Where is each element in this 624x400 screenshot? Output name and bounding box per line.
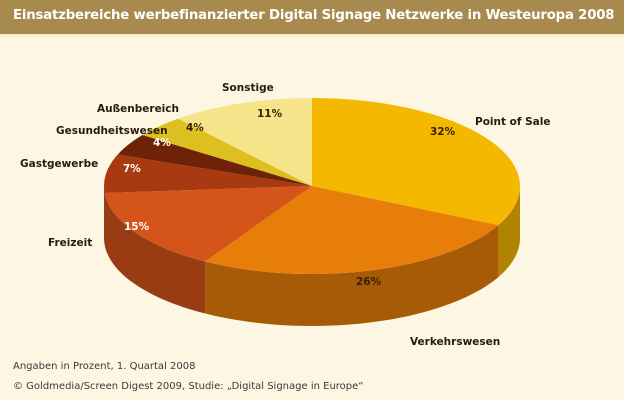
value-verkehrswesen: 26%: [356, 276, 382, 288]
value-gesundheitswesen: 4%: [153, 137, 171, 149]
pie-slice-gesundheitswesen: [117, 135, 312, 186]
pie-side-point-of-sale: [498, 186, 520, 278]
label-aussenbereich: Außenbereich: [97, 103, 179, 115]
label-verkehrswesen: Verkehrswesen: [410, 336, 501, 348]
pie-side-freizeit: [104, 193, 206, 314]
pie-slice-verkehrswesen: [205, 186, 499, 274]
footnote-source: © Goldmedia/Screen Digest 2009, Studie: …: [13, 381, 364, 392]
pie-slice-sonstige: [178, 98, 312, 186]
value-sonstige: 11%: [257, 108, 283, 120]
title-bar: Einsatzbereiche werbefinanzierter Digita…: [0, 0, 624, 37]
pie-side-verkehrswesen: [205, 225, 499, 326]
value-aussenbereich: 4%: [186, 122, 204, 134]
value-point-of-sale: 32%: [430, 126, 456, 138]
label-freizeit: Freizeit: [48, 237, 93, 249]
pie-slice-gastgewerbe: [104, 154, 312, 193]
label-point-of-sale: Point of Sale: [475, 116, 551, 128]
pie-slice-point-of-sale: [312, 98, 520, 226]
chart-title: Einsatzbereiche werbefinanzierter Digita…: [13, 8, 615, 23]
label-gesundheitswesen: Gesundheitswesen: [56, 125, 168, 137]
pie-slice-freizeit: [104, 186, 312, 262]
pie-side-gastgewerbe: [104, 186, 105, 245]
label-sonstige: Sonstige: [222, 82, 274, 94]
label-gastgewerbe: Gastgewerbe: [20, 158, 99, 170]
value-gastgewerbe: 7%: [123, 163, 141, 175]
value-freizeit: 15%: [124, 221, 150, 233]
footnote-units: Angaben in Prozent, 1. Quartal 2008: [13, 361, 196, 372]
pie-slice-außenbereich: [142, 118, 312, 186]
